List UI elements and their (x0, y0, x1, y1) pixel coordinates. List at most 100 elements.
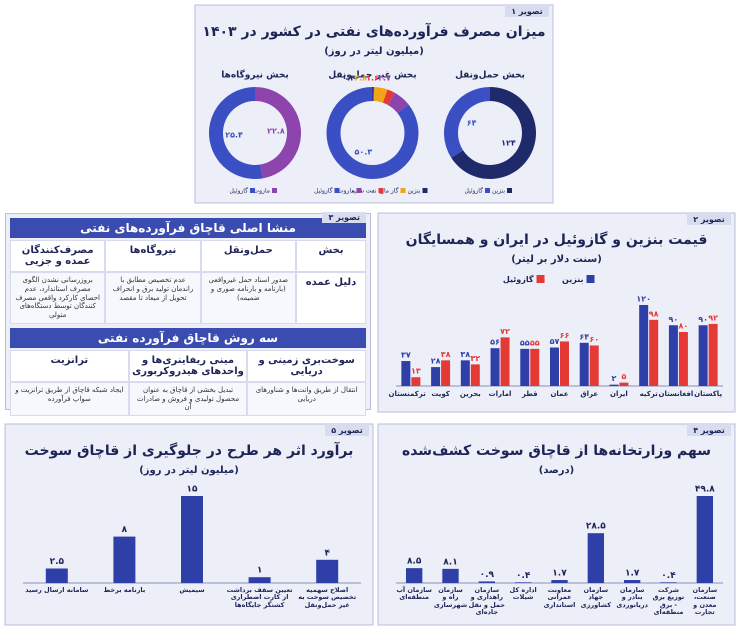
x-tick-label: ایران (610, 390, 628, 398)
legend-label: نفت سفید (351, 188, 377, 195)
table-grid: بخش حمل‌ونقل نیروگاه‌ها مصرف‌کنندگان عمد… (10, 240, 366, 324)
value-label: ۰.۴ (661, 571, 676, 581)
legend-swatch (507, 188, 512, 193)
value-label: ۵۷ (550, 337, 560, 346)
panel-tag-box (505, 5, 549, 17)
row-header: دلیل عمده (296, 272, 366, 324)
value-label: ۱.۷ (625, 569, 640, 579)
bar (181, 496, 203, 583)
x-tick-label: بحرین (459, 390, 481, 398)
value-label: ۲۲.۸ (267, 127, 285, 136)
bar (696, 496, 714, 583)
bar (660, 582, 677, 583)
bar (560, 341, 569, 386)
x-tick-label: قطر (521, 390, 538, 398)
legend-label: گازوئیل (314, 187, 333, 195)
pie-slice (382, 89, 395, 105)
value-label: ۲ (612, 374, 617, 383)
value-label: ۸۰ (679, 322, 689, 331)
legend-label: مازوت (338, 188, 355, 195)
bar (551, 580, 568, 583)
value-label: ۵ (622, 372, 627, 381)
value-label: ۵۵ (530, 338, 540, 347)
value-label: ۰.۳ (342, 74, 355, 83)
bar (589, 345, 599, 386)
cell: تبدیل بخشی از قاچاق به عنوان محصول تولید… (128, 381, 248, 416)
bar (478, 581, 496, 583)
bar (405, 568, 423, 583)
x-tick-label: کویت (431, 390, 450, 398)
value-label: ۲۸.۵ (586, 522, 606, 532)
legend-label: بنزین (562, 275, 583, 284)
legend-swatch (378, 188, 384, 193)
value-label: ۴ (324, 548, 330, 558)
panel-tag-box (687, 213, 731, 225)
pie-title: بخش نیروگاه‌ها (221, 69, 289, 81)
value-label: ۰.۴ (516, 571, 531, 581)
bar (609, 384, 619, 386)
legend-swatch (485, 188, 490, 193)
header-cell: حمل‌ونقل (200, 240, 296, 272)
value-label: ۸.۱ (443, 557, 457, 567)
value-label: ۶۴ (579, 332, 589, 341)
pie-title: بخش غیر حمل‌ونقل (328, 71, 416, 81)
legend-swatch (334, 188, 340, 193)
bar (248, 577, 271, 583)
panel-tag: تصویر ۲ (693, 215, 725, 224)
pie-slice (451, 87, 537, 179)
x-tick-label: اداره کل شیلات (509, 586, 537, 602)
header-cell: مینی ریفاینری‌ها و واحدهای هیدروکربوری (128, 349, 248, 382)
legend-label: گازوئیل (229, 187, 248, 195)
bar (113, 536, 136, 583)
x-tick-label: بارنامه برخط (103, 586, 146, 594)
panel-tag-box (687, 424, 731, 436)
table-panel: تصویر ۳ منشا اصلی قاچاق فرآورده‌های نفتی… (5, 212, 371, 416)
legend-swatch (356, 188, 362, 193)
value-label: ۲۸ (431, 357, 441, 366)
bar (500, 337, 510, 386)
legend-label: گازوئیل (464, 187, 483, 195)
value-label: ۲.۸ (354, 74, 367, 83)
value-label: ۵۵ (520, 338, 530, 347)
value-label: ۷۲ (500, 327, 510, 336)
cell: انتقال از طریق وانت‌ها و شناورهای دریایی (247, 381, 366, 416)
panel-tag-box (325, 424, 369, 436)
bar (490, 348, 500, 386)
panel-tag: تصویر ۳ (322, 212, 366, 223)
value-label: ۹۰ (669, 315, 679, 324)
x-tick-label: سیمیش (179, 586, 205, 594)
legend-swatch (272, 188, 277, 193)
legend-swatch (536, 275, 545, 283)
x-tick-label: سازمان بنادر و دریانوردی (616, 586, 648, 609)
chart-title: سهم وزارتخانه‌ها از قاچاق سوخت کشف‌شده (402, 443, 711, 459)
chart-subtitle: (میلیون لیتر در روز) (139, 465, 239, 476)
pie-slice (373, 87, 388, 103)
value-label: ۰.۹ (480, 570, 495, 580)
bar (649, 319, 659, 386)
value-label: ۶۴ (467, 118, 477, 127)
x-tick-label: سازمان راه و شهرسازی (433, 586, 468, 609)
chart-subtitle: (میلیون لیتر در روز) (324, 46, 424, 57)
pie-slice (326, 87, 419, 179)
value-label: ۹۰ (698, 315, 708, 324)
bar (514, 582, 532, 583)
value-label: ۳.۷ (378, 74, 391, 83)
bar (550, 347, 559, 386)
legend-label: بنزین (407, 188, 420, 195)
bar (316, 559, 339, 583)
value-label: ۳۲ (470, 354, 480, 363)
x-tick-label: سازمان جهاد کشاورزی (580, 586, 611, 609)
bar (45, 568, 68, 583)
value-label: ۱۲۴ (501, 139, 516, 148)
cell: بروزرسانی نشدن الگوی مصرف استاندارد، عدم… (10, 272, 106, 324)
value-label: ۲۵.۴ (225, 130, 243, 139)
chart-subtitle: (سنت دلار بر لیتر) (511, 254, 602, 265)
value-label: ۹۸ (649, 309, 659, 318)
pie-slice (209, 87, 263, 179)
bar (619, 382, 629, 386)
bar (401, 361, 411, 386)
value-label: ۱.۷ (552, 569, 567, 579)
bar (431, 367, 441, 386)
legend-label: گاز مایع (379, 187, 399, 195)
